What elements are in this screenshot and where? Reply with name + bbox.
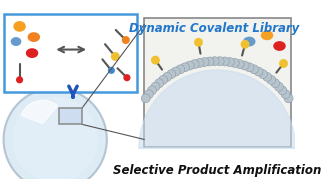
Circle shape: [279, 59, 288, 68]
Circle shape: [195, 58, 204, 67]
Circle shape: [271, 79, 280, 88]
Circle shape: [176, 65, 185, 74]
Circle shape: [108, 67, 115, 74]
Ellipse shape: [26, 48, 38, 58]
Circle shape: [200, 58, 209, 67]
Circle shape: [123, 74, 130, 81]
Ellipse shape: [273, 41, 286, 51]
Wedge shape: [21, 100, 58, 123]
Circle shape: [190, 60, 199, 69]
Circle shape: [241, 40, 250, 49]
Circle shape: [144, 90, 153, 99]
Circle shape: [245, 63, 254, 72]
Circle shape: [163, 72, 171, 81]
Circle shape: [225, 58, 234, 67]
Circle shape: [230, 58, 239, 67]
Circle shape: [167, 70, 176, 79]
FancyBboxPatch shape: [144, 18, 291, 147]
Circle shape: [148, 86, 157, 95]
Text: Dynamic Covalent Library: Dynamic Covalent Library: [128, 22, 299, 35]
Circle shape: [185, 61, 194, 70]
Circle shape: [240, 61, 249, 70]
Circle shape: [250, 65, 259, 74]
Ellipse shape: [261, 30, 273, 40]
Circle shape: [180, 63, 189, 72]
Ellipse shape: [27, 32, 40, 42]
FancyBboxPatch shape: [4, 14, 137, 92]
Circle shape: [215, 57, 224, 66]
Circle shape: [281, 90, 290, 99]
Polygon shape: [139, 70, 296, 148]
Circle shape: [278, 86, 287, 95]
Circle shape: [259, 70, 267, 79]
Circle shape: [263, 72, 272, 81]
Circle shape: [4, 88, 107, 189]
Circle shape: [141, 94, 150, 103]
Circle shape: [210, 57, 219, 66]
Circle shape: [254, 67, 263, 76]
Circle shape: [205, 57, 214, 66]
Circle shape: [151, 82, 160, 91]
Circle shape: [220, 57, 229, 66]
Circle shape: [159, 75, 167, 84]
Text: Selective Product Amplification: Selective Product Amplification: [113, 164, 321, 177]
Circle shape: [267, 75, 276, 84]
Circle shape: [194, 38, 203, 47]
Circle shape: [122, 36, 130, 44]
Circle shape: [171, 67, 180, 76]
Circle shape: [111, 52, 120, 61]
Ellipse shape: [11, 37, 22, 46]
Ellipse shape: [243, 37, 256, 46]
Circle shape: [284, 94, 293, 103]
Ellipse shape: [13, 21, 26, 32]
Circle shape: [155, 79, 164, 88]
Circle shape: [274, 82, 283, 91]
Circle shape: [13, 97, 98, 182]
FancyBboxPatch shape: [59, 108, 82, 124]
Circle shape: [235, 60, 244, 69]
Circle shape: [16, 76, 23, 83]
Circle shape: [151, 56, 160, 65]
